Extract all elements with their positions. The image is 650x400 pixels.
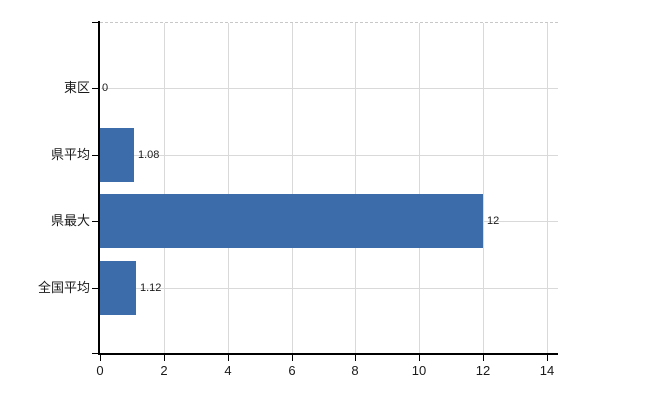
x-axis-tick-label: 14: [539, 363, 555, 378]
x-axis-tick: [164, 355, 165, 361]
x-axis-tick: [355, 355, 356, 361]
gridline-vertical: [483, 23, 485, 354]
x-axis-tick: [483, 355, 484, 361]
bar-value-label: 0: [102, 82, 109, 94]
category-label: 全国平均: [37, 280, 90, 295]
bar-value-label: 1.12: [140, 282, 162, 294]
x-axis-tick-label: 8: [351, 363, 359, 378]
x-axis-tick: [547, 355, 548, 361]
gridline-horizontal: [101, 88, 558, 89]
category-label: 県平均: [50, 147, 90, 162]
category-label: 県最大: [50, 213, 90, 228]
x-axis-tick-label: 2: [160, 363, 168, 378]
bar-県最大[interactable]: [100, 194, 483, 248]
x-axis-tick-label: 4: [224, 363, 232, 378]
x-axis-tick: [292, 355, 293, 361]
gridline-horizontal: [101, 155, 558, 156]
bar-value-label: 1.08: [138, 149, 160, 161]
x-axis-tick: [228, 355, 229, 361]
gridline-vertical: [355, 23, 357, 354]
bar-県平均[interactable]: [100, 128, 134, 182]
bar-全国平均[interactable]: [100, 261, 136, 315]
y-axis-line: [98, 21, 100, 355]
y-axis-tick: [92, 353, 98, 354]
y-axis-tick: [92, 221, 98, 222]
y-axis-tick: [92, 155, 98, 156]
gridline-vertical: [419, 23, 421, 354]
plot-top-dashed-border: [100, 22, 558, 23]
y-axis-tick: [92, 288, 98, 289]
gridline-vertical: [547, 23, 548, 354]
x-axis-tick-label: 10: [411, 363, 427, 378]
x-axis-tick-label: 0: [96, 363, 104, 378]
gridline-vertical: [163, 23, 165, 354]
x-axis-tick-label: 12: [475, 363, 491, 378]
y-axis-tick: [92, 88, 98, 89]
y-axis-tick: [92, 22, 98, 23]
bar-value-label: 12: [487, 215, 500, 227]
x-axis-line: [98, 353, 558, 355]
x-axis-tick: [100, 355, 101, 361]
gridline-horizontal: [101, 288, 558, 289]
x-axis-tick: [419, 355, 420, 361]
gridline-vertical: [227, 23, 229, 354]
gridline-vertical: [291, 23, 293, 354]
category-label: 東区: [63, 80, 90, 95]
x-axis-tick-label: 6: [288, 363, 296, 378]
